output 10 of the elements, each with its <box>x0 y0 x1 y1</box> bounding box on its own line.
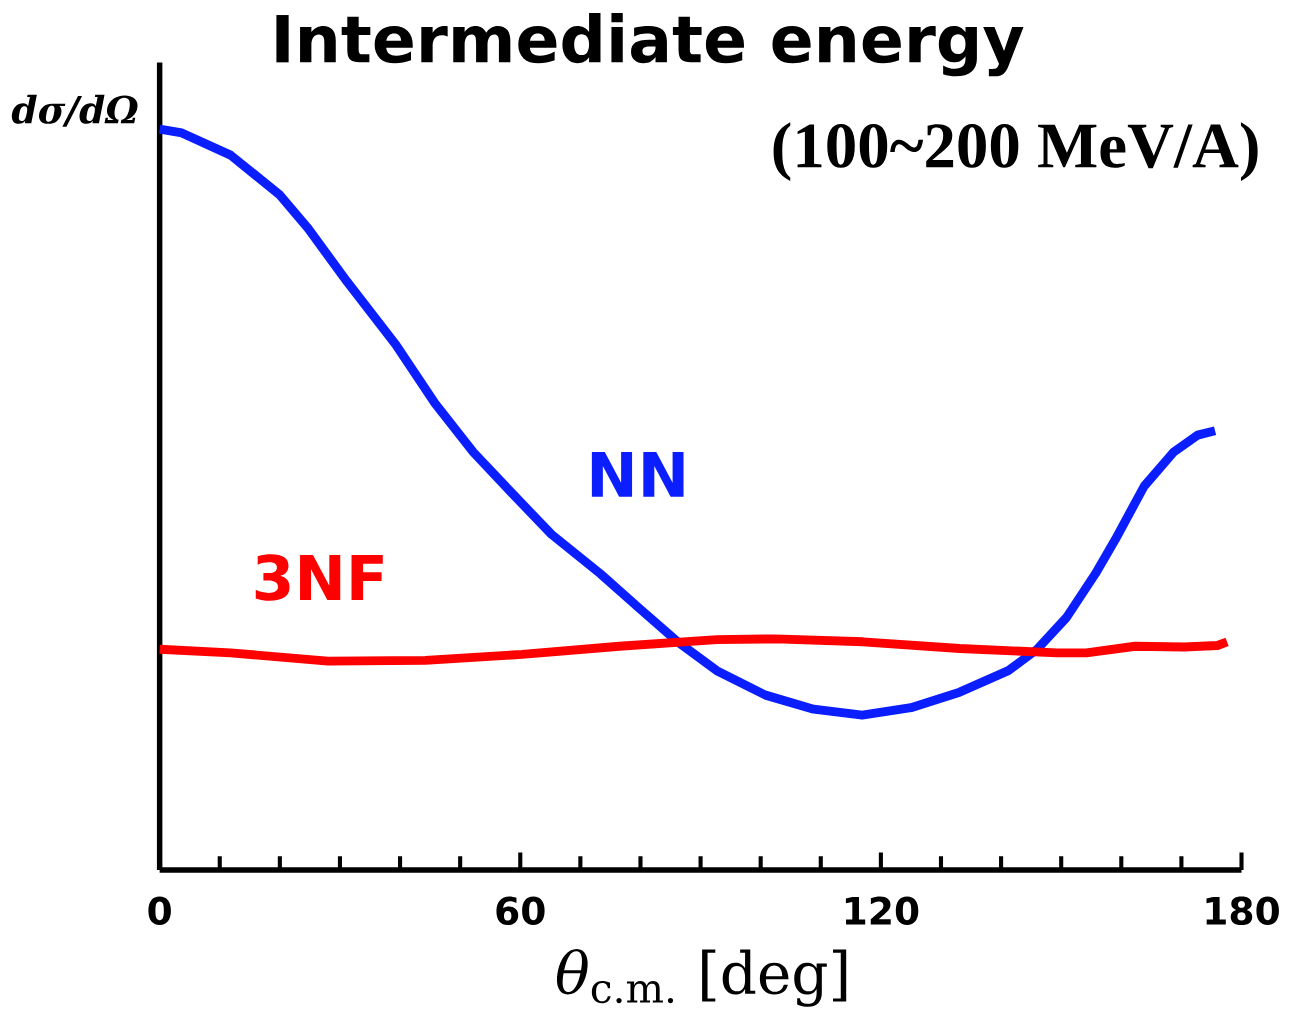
x-tick-label: 180 <box>1206 896 1279 925</box>
chart-title: Intermediate energy <box>276 13 1024 77</box>
x-tick-label: 0 <box>148 896 171 925</box>
x-axis-title: θ$_{c.m.}$ [deg] <box>556 949 847 1007</box>
x-tick-label: 60 <box>496 896 545 925</box>
series-label: NN <box>591 451 684 497</box>
chart-subtitle: (100~200 MeV/A) <box>773 122 1258 182</box>
y-axis-title: dσ/dΩ <box>11 94 138 127</box>
series-label: 3NF <box>255 554 383 601</box>
x-tick-label: 120 <box>845 896 919 925</box>
